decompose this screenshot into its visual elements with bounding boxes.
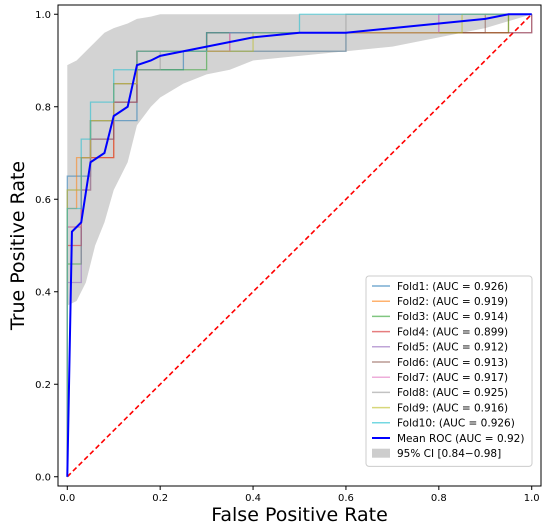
legend-entry: Fold1: (AUC = 0.926) <box>397 281 508 293</box>
legend-entry: Fold7: (AUC = 0.917) <box>397 372 508 384</box>
y-tick-label: 0.8 <box>35 102 51 113</box>
legend-entry: Fold4: (AUC = 0.899) <box>397 326 508 338</box>
x-tick-label: 0.6 <box>338 493 354 504</box>
legend: Fold1: (AUC = 0.926) Fold2: (AUC = 0.919)… <box>365 275 533 467</box>
x-tick-label: 0.0 <box>59 493 75 504</box>
legend-entry: Fold6: (AUC = 0.913) <box>397 357 508 369</box>
y-tick-label: 0.6 <box>35 195 51 206</box>
legend-entry: Mean ROC (AUC = 0.92) <box>397 433 524 445</box>
axis-ticks-layer: 0.0 0.2 0.4 0.6 0.8 1.0 0.0 0.2 0.4 0.6 0.8 1.0 <box>35 10 540 504</box>
ci-band <box>67 14 532 306</box>
legend-box <box>365 275 533 467</box>
legend-entry: Fold10: (AUC = 0.926) <box>397 418 515 430</box>
legend-entry: Fold3: (AUC = 0.914) <box>397 311 508 323</box>
x-tick-label: 0.4 <box>245 493 261 504</box>
x-tick-label: 1.0 <box>524 493 540 504</box>
chance-line <box>66 13 533 478</box>
x-axis-label: False Positive Rate <box>211 504 388 526</box>
y-axis-label: True Positive Rate <box>7 161 29 331</box>
legend-entry: Fold8: (AUC = 0.925) <box>397 387 508 399</box>
y-tick-label: 0.2 <box>35 380 51 391</box>
mean-roc-line <box>66 13 532 477</box>
roc-curves-layer <box>66 13 533 477</box>
confidence-band-layer <box>67 14 532 306</box>
x-tick-label: 0.8 <box>431 493 447 504</box>
chance-line-layer <box>66 13 533 478</box>
x-tick-label: 0.2 <box>152 493 168 504</box>
legend-entry: Fold2: (AUC = 0.919) <box>397 296 508 308</box>
legend-entry: Fold9: (AUC = 0.916) <box>397 402 508 414</box>
legend-entry-ci: 95% CI [0.84−0.98] <box>397 448 501 460</box>
fold-10-roc-line <box>66 13 532 477</box>
y-tick-label: 0.4 <box>35 287 51 298</box>
legend-entry: Fold5: (AUC = 0.912) <box>397 342 508 354</box>
y-tick-label: 0.0 <box>35 472 51 483</box>
plot-frame <box>57 4 542 487</box>
y-tick-label: 1.0 <box>35 10 51 21</box>
legend-swatch-ci <box>372 448 390 458</box>
